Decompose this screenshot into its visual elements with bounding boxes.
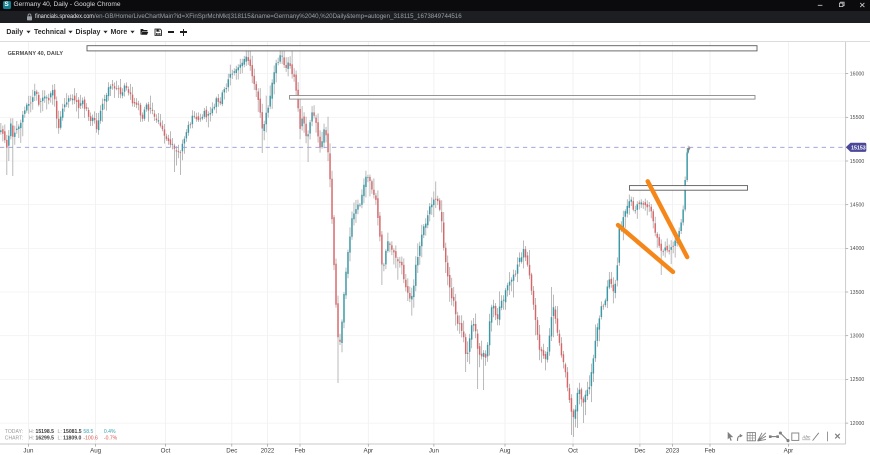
svg-text:2022: 2022 [261,448,275,455]
svg-text:14500: 14500 [850,203,865,209]
svg-text:L: 15081.5: L: 15081.5 [58,429,82,435]
svg-text:Jun: Jun [23,448,34,455]
svg-text:Aug: Aug [90,448,102,455]
svg-text:13500: 13500 [850,290,865,296]
svg-text:H: 16299.5: H: 16299.5 [29,435,54,441]
svg-text:16000: 16000 [850,71,865,77]
svg-text:Feb: Feb [295,448,306,455]
svg-text:0.4%: 0.4% [104,429,116,435]
svg-text:58.5: 58.5 [83,429,93,435]
svg-text:Oct: Oct [568,448,578,455]
svg-text:Oct: Oct [161,448,171,455]
svg-text:-100.6: -100.6 [83,435,98,441]
svg-text:Aug: Aug [499,448,511,455]
svg-text:Apr: Apr [363,448,373,455]
svg-text:12500: 12500 [850,377,865,383]
svg-text:GERMANY 40, DAILY: GERMANY 40, DAILY [8,51,64,57]
svg-text:H: 15198.5: H: 15198.5 [29,429,54,435]
svg-text:15500: 15500 [850,115,865,121]
svg-text:Jun: Jun [429,448,440,455]
svg-text:CHART:: CHART: [5,435,23,441]
svg-text:Apr: Apr [784,448,794,455]
svg-text:Feb: Feb [705,448,716,455]
svg-text:-0.7%: -0.7% [104,435,118,441]
svg-text:15000: 15000 [850,159,865,165]
svg-text:13000: 13000 [850,334,865,340]
svg-text:Dec: Dec [226,448,237,455]
svg-text:15153: 15153 [851,145,866,151]
svg-text:Abc: Abc [801,435,811,441]
svg-text:2023: 2023 [666,448,680,455]
svg-text:12000: 12000 [850,421,865,427]
svg-text:Dec: Dec [634,448,645,455]
svg-text:TODAY:: TODAY: [5,429,23,435]
svg-text:L: 11809.0: L: 11809.0 [58,435,82,441]
svg-text:14000: 14000 [850,246,865,252]
